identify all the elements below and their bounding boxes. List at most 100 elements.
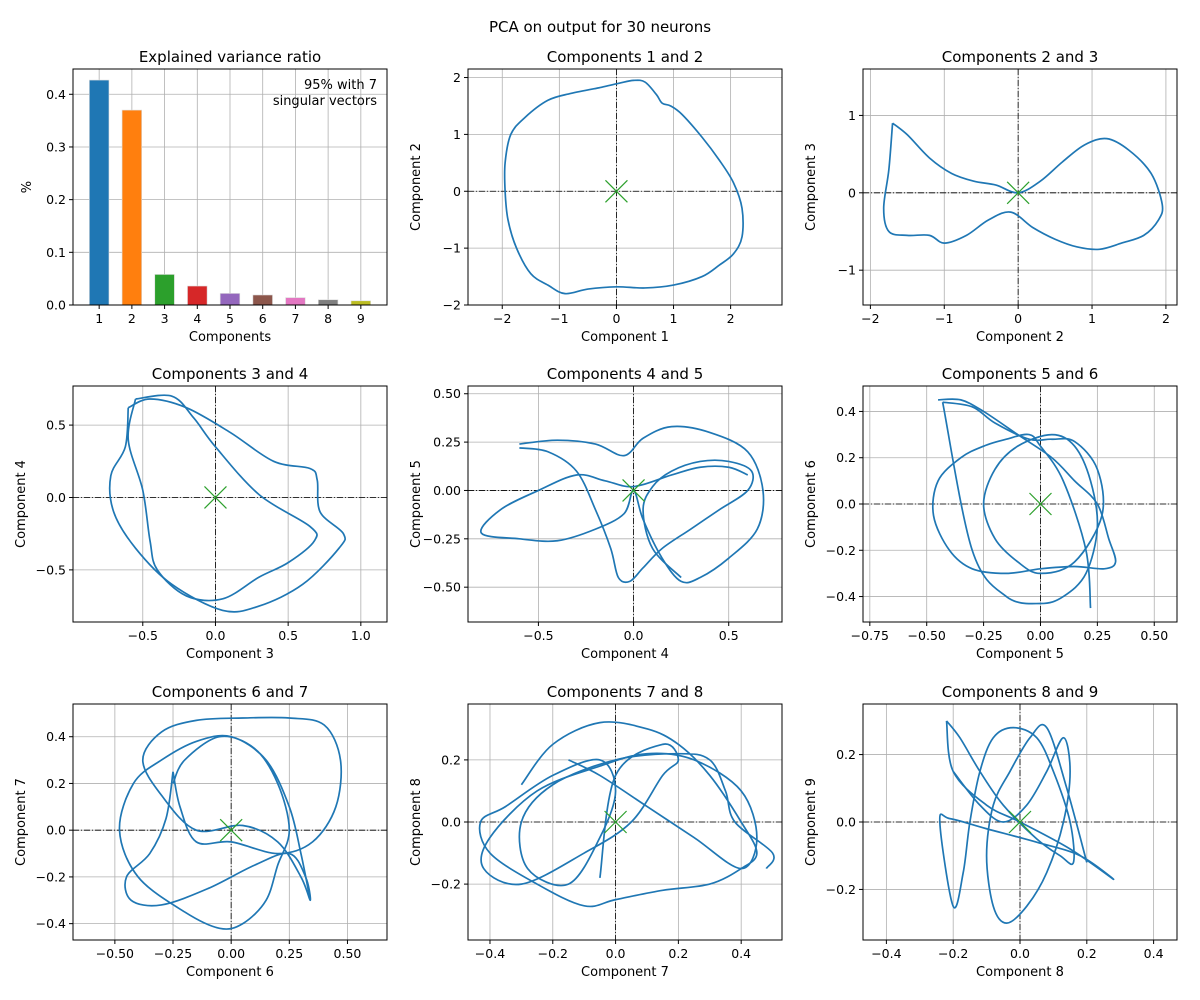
- y-tick-label: 0.25: [433, 435, 461, 450]
- x-axis-label: Component 5: [976, 647, 1064, 662]
- axes-frame: [72, 703, 388, 941]
- x-tick-label: 6: [259, 311, 267, 326]
- origin-marker-stroke: [219, 818, 243, 842]
- y-tick-label: −0.4: [36, 916, 66, 931]
- x-tick-label: 1: [95, 311, 103, 326]
- x-tick-label: 8: [324, 311, 332, 326]
- trajectory-line-1: [108, 398, 347, 613]
- trajectory-line-1: [124, 716, 343, 907]
- panel-4: −0.5 0.0 0.5 1.0 −0.5 0.0 0.5 Components 3 and …: [14, 365, 388, 662]
- x-tick-label: 0: [612, 311, 620, 326]
- x-tick-label: −0.2: [938, 946, 968, 961]
- x-tick-label: 0.0: [206, 628, 226, 643]
- bar-5: [219, 293, 241, 306]
- origin-marker: [1006, 181, 1030, 205]
- panel-title: Explained variance ratio: [139, 48, 321, 66]
- y-axis-label: Component 7: [14, 778, 29, 866]
- bar-7: [285, 297, 306, 306]
- x-tick-label: 0: [1014, 311, 1022, 326]
- x-tick-label: 2: [128, 311, 136, 326]
- panel-title: Components 5 and 6: [942, 365, 1099, 383]
- x-tick-label: 3: [161, 311, 169, 326]
- bar-1: [89, 79, 110, 306]
- x-tick-label: −0.2: [538, 946, 568, 961]
- y-tick-label: −0.2: [36, 869, 66, 884]
- panel-6: −0.75 −0.50 −0.25 0.00 0.25 0.50 −0.4 −0.2 0.0 0.…: [804, 365, 1178, 662]
- x-tick-label: −0.4: [475, 946, 505, 961]
- trajectory-line-1: [882, 122, 1164, 251]
- x-tick-label: 5: [226, 311, 234, 326]
- origin-marker-stroke: [204, 486, 227, 509]
- panel-3: −2 −1 0 1 2 −1 0 1 Components 2 and 3 Component 2…: [804, 48, 1178, 345]
- x-tick-label: 0.00: [1027, 628, 1055, 643]
- trajectory-line-2: [127, 394, 318, 602]
- x-tick-label: 9: [357, 311, 365, 326]
- x-tick-label: 0.50: [334, 946, 362, 961]
- x-tick-label: 0.2: [668, 946, 688, 961]
- x-tick-label: 0.0: [624, 628, 644, 643]
- panel-5: −0.5 0.0 0.5 −0.50 −0.25 0.00 0.25 0.50 Componen…: [409, 365, 783, 662]
- panel-title: Components 1 and 2: [547, 48, 704, 66]
- x-tick-label: −0.75: [851, 628, 889, 643]
- x-axis-label: Component 3: [186, 647, 274, 662]
- y-tick-label: −0.5: [36, 562, 66, 577]
- origin-marker-stroke: [1006, 181, 1030, 205]
- panel-title: Components 7 and 8: [547, 683, 704, 701]
- y-axis-label: Component 2: [409, 143, 424, 231]
- x-tick-label: 2: [727, 311, 735, 326]
- x-tick-label: −2: [861, 311, 879, 326]
- trajectory-line-2: [941, 401, 1105, 605]
- series-group: [931, 398, 1117, 609]
- x-tick-label: 0.5: [719, 628, 739, 643]
- y-tick-label: 0.0: [441, 815, 461, 830]
- y-tick-label: 0: [848, 185, 856, 200]
- x-axis-label: Component 1: [581, 330, 669, 345]
- y-axis-label: %: [20, 181, 35, 193]
- panel-8: −0.4 −0.2 0.0 0.2 0.4 −0.2 0.0 0.2 Components 7 …: [409, 683, 783, 980]
- x-tick-label: −0.50: [908, 628, 946, 643]
- x-tick-label: −1: [935, 311, 953, 326]
- panel-title: Components 8 and 9: [942, 683, 1099, 701]
- y-tick-label: 2: [453, 70, 461, 85]
- x-tick-label: 1.0: [351, 628, 371, 643]
- y-tick-label: −0.50: [423, 580, 461, 595]
- bar-6: [252, 294, 273, 306]
- axes-frame: [72, 385, 388, 623]
- y-tick-label: 0.1: [46, 245, 66, 260]
- origin-marker-stroke: [604, 810, 628, 834]
- origin-marker: [622, 479, 645, 502]
- y-tick-label: 0.2: [441, 752, 461, 767]
- y-tick-label: 0.3: [46, 139, 66, 154]
- x-tick-label: −2: [493, 311, 511, 326]
- x-tick-label: 0.00: [217, 946, 245, 961]
- y-tick-label: 0.0: [46, 298, 66, 313]
- axes-frame: [862, 68, 1178, 306]
- x-tick-label: 1: [1088, 311, 1096, 326]
- y-tick-label: −0.4: [826, 589, 856, 604]
- trajectory-line-1: [931, 398, 1117, 609]
- panel-7: −0.50 −0.25 0.00 0.25 0.50 −0.4 −0.2 0.0 0.2 0.4 C…: [14, 683, 388, 980]
- origin-marker: [1029, 492, 1052, 516]
- bar-9: [350, 300, 371, 306]
- bar-2: [121, 109, 142, 306]
- origin-marker: [604, 810, 628, 834]
- x-tick-label: 0.50: [1140, 628, 1168, 643]
- x-tick-label: −0.4: [871, 946, 901, 961]
- x-tick-label: −0.5: [128, 628, 158, 643]
- bar-8: [318, 299, 339, 306]
- x-tick-label: 0.5: [278, 628, 298, 643]
- origin-marker: [1008, 810, 1032, 834]
- x-axis-label: Component 4: [581, 647, 669, 662]
- y-tick-label: 0.2: [46, 776, 66, 791]
- panel-title: Components 2 and 3: [942, 48, 1099, 66]
- y-tick-label: 1: [453, 127, 461, 142]
- y-tick-label: −0.2: [826, 543, 856, 558]
- origin-marker-stroke: [1029, 492, 1052, 516]
- y-tick-label: 0.2: [46, 192, 66, 207]
- y-tick-label: −0.25: [423, 531, 461, 546]
- y-axis-label: Component 6: [804, 460, 819, 548]
- y-tick-label: −0.2: [431, 877, 461, 892]
- series-group: [478, 721, 775, 908]
- trajectory-line-1: [480, 425, 765, 584]
- y-tick-label: 0.4: [46, 87, 66, 102]
